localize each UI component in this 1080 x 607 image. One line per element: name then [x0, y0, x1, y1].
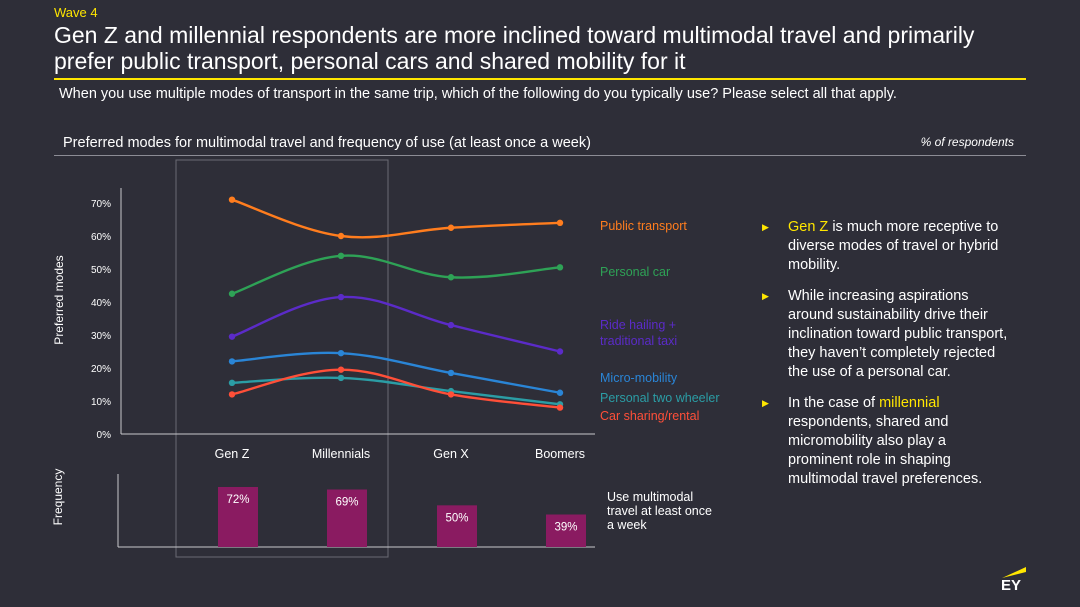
- legend-label: Personal two wheeler: [600, 391, 720, 405]
- y-tick-label: 60%: [91, 232, 111, 243]
- title-underline: [54, 78, 1026, 80]
- bar-value-label: 50%: [445, 512, 468, 524]
- data-point: [228, 391, 236, 398]
- x-tick-label: Boomers: [535, 447, 585, 461]
- y-tick-label: 10%: [91, 397, 111, 408]
- series-line: [231, 295, 561, 353]
- legend-label: Public transport: [600, 219, 687, 233]
- y-tick-label: 70%: [91, 199, 111, 210]
- bullet-gen-z: ▶ Gen Z is much more receptive to divers…: [762, 218, 1012, 275]
- x-tick-label: Gen X: [433, 447, 469, 461]
- frequency-bar: [437, 505, 477, 547]
- wave-label: Wave 4: [54, 5, 98, 20]
- frequency-bar: [218, 487, 258, 547]
- chart-title: Preferred modes for multimodal travel an…: [63, 135, 591, 151]
- data-point: [447, 391, 455, 398]
- data-point: [556, 348, 564, 355]
- y-tick-label: 40%: [91, 298, 111, 309]
- frequency-legend-line: a week: [607, 518, 647, 532]
- series-line: [231, 198, 561, 239]
- frequency-bar: [546, 514, 586, 547]
- data-point: [556, 389, 564, 396]
- data-point: [228, 196, 236, 203]
- bullet-marker-icon: ▶: [762, 222, 769, 232]
- bullet-highlight: millennial: [879, 395, 940, 411]
- ey-logo-text: EY: [1001, 577, 1021, 592]
- ey-logo-icon: EY: [1001, 567, 1026, 592]
- data-point: [228, 333, 236, 340]
- chart-title-rule: [54, 155, 1026, 156]
- bullet-marker-icon: ▶: [762, 398, 769, 408]
- legend-label: Micro-mobility: [600, 371, 678, 385]
- bullet-sustainability: ▶ While increasing aspirations around su…: [762, 287, 1012, 382]
- data-point: [556, 404, 564, 411]
- x-tick-label: Gen Z: [215, 447, 250, 461]
- legend-label: Car sharing/rental: [600, 409, 699, 423]
- data-point: [228, 358, 236, 365]
- series-line: [231, 254, 561, 295]
- data-point: [337, 366, 345, 373]
- y-tick-label: 30%: [91, 331, 111, 342]
- data-point: [447, 274, 455, 281]
- y-axis-label: Preferred modes: [52, 255, 66, 344]
- frequency-axis-label: Frequency: [51, 469, 65, 526]
- data-point: [447, 224, 455, 231]
- bullet-prefix: In the case of: [788, 395, 880, 411]
- unit-note: % of respondents: [920, 135, 1014, 149]
- key-takeaways: ▶ Gen Z is much more receptive to divers…: [762, 218, 1012, 501]
- series-line: [231, 376, 561, 406]
- bar-value-label: 69%: [335, 497, 358, 509]
- y-tick-label: 20%: [91, 364, 111, 375]
- data-point: [556, 264, 564, 271]
- data-point: [337, 374, 345, 382]
- data-point: [337, 349, 345, 357]
- x-tick-label: Millennials: [312, 447, 370, 461]
- frequency-legend-line: Use multimodal: [607, 490, 693, 504]
- data-point: [447, 369, 455, 377]
- frequency-legend-line: travel at least once: [607, 504, 712, 518]
- y-tick-label: 50%: [91, 265, 111, 276]
- y-tick-label: 0%: [97, 430, 112, 441]
- bullet-millennial: ▶ In the case of millennial respondents,…: [762, 394, 1012, 489]
- frequency-legend: Use multimodal travel at least once a week: [607, 490, 712, 532]
- bullet-text: respondents, shared and micromobility al…: [788, 414, 983, 487]
- page-title: Gen Z and millennial respondents are mor…: [54, 22, 975, 74]
- frequency-bar: [327, 489, 367, 547]
- bar-value-label: 39%: [554, 522, 577, 534]
- series-line: [231, 368, 561, 409]
- data-point: [228, 290, 236, 297]
- legend-label: Personal car: [600, 265, 670, 279]
- data-point: [556, 219, 564, 226]
- survey-question: When you use multiple modes of transport…: [59, 86, 897, 102]
- bullet-text: While increasing aspirations around sust…: [788, 288, 1008, 380]
- legend-label-line: traditional taxi: [600, 334, 677, 348]
- data-point: [447, 321, 455, 329]
- bullet-text: is much more receptive to diverse modes …: [788, 219, 999, 273]
- bar-value-label: 72%: [226, 494, 249, 506]
- series-line: [231, 351, 561, 394]
- data-point: [337, 232, 345, 240]
- bullet-highlight: Gen Z: [788, 219, 829, 235]
- data-point: [337, 293, 345, 301]
- legend-label-line: Ride hailing +: [600, 318, 676, 332]
- data-point: [228, 379, 236, 387]
- bullet-marker-icon: ▶: [762, 291, 769, 301]
- legend-label: Ride hailing + traditional taxi: [600, 318, 677, 348]
- data-point: [337, 252, 345, 259]
